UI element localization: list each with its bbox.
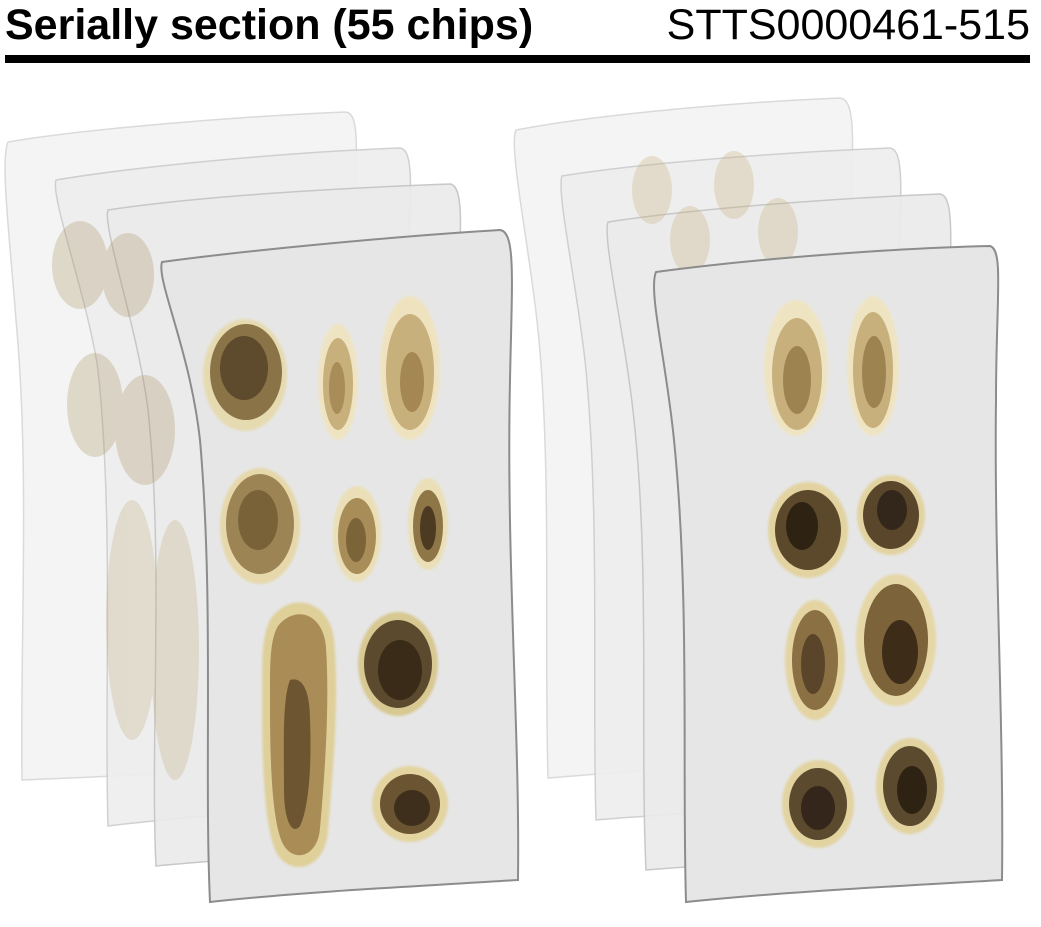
serial-section-illustration [4,97,1004,904]
title-underline [5,55,1030,63]
tissue-sections-right [764,296,944,848]
tissue-sections-left [203,296,448,868]
ghost-tissue-right [632,151,798,274]
section-R7 [782,760,854,848]
left-stack [4,111,520,904]
section-R8 [876,738,944,834]
section-R4 [857,475,925,555]
section-L4 [220,468,300,584]
section-R3 [768,482,848,578]
section-R5 [785,600,845,720]
section-L3 [380,296,440,440]
slide-id-label: STTS0000461-515 [666,1,1030,49]
slide-front-right [653,244,1004,904]
section-L5 [333,486,381,582]
right-stack [513,97,1004,904]
section-L2 [318,324,358,440]
section-L8 [358,612,438,716]
header: Serially section (55 chips) STTS0000461-… [5,0,1030,63]
section-R1 [764,300,828,436]
page-title: Serially section (55 chips) [5,1,534,49]
section-R2 [847,296,899,436]
section-L1 [203,319,287,431]
ghost-tissue-left [52,221,199,780]
section-L7 [262,602,337,868]
section-R6 [856,574,936,706]
section-L6 [408,478,448,570]
section-L9 [372,766,448,842]
